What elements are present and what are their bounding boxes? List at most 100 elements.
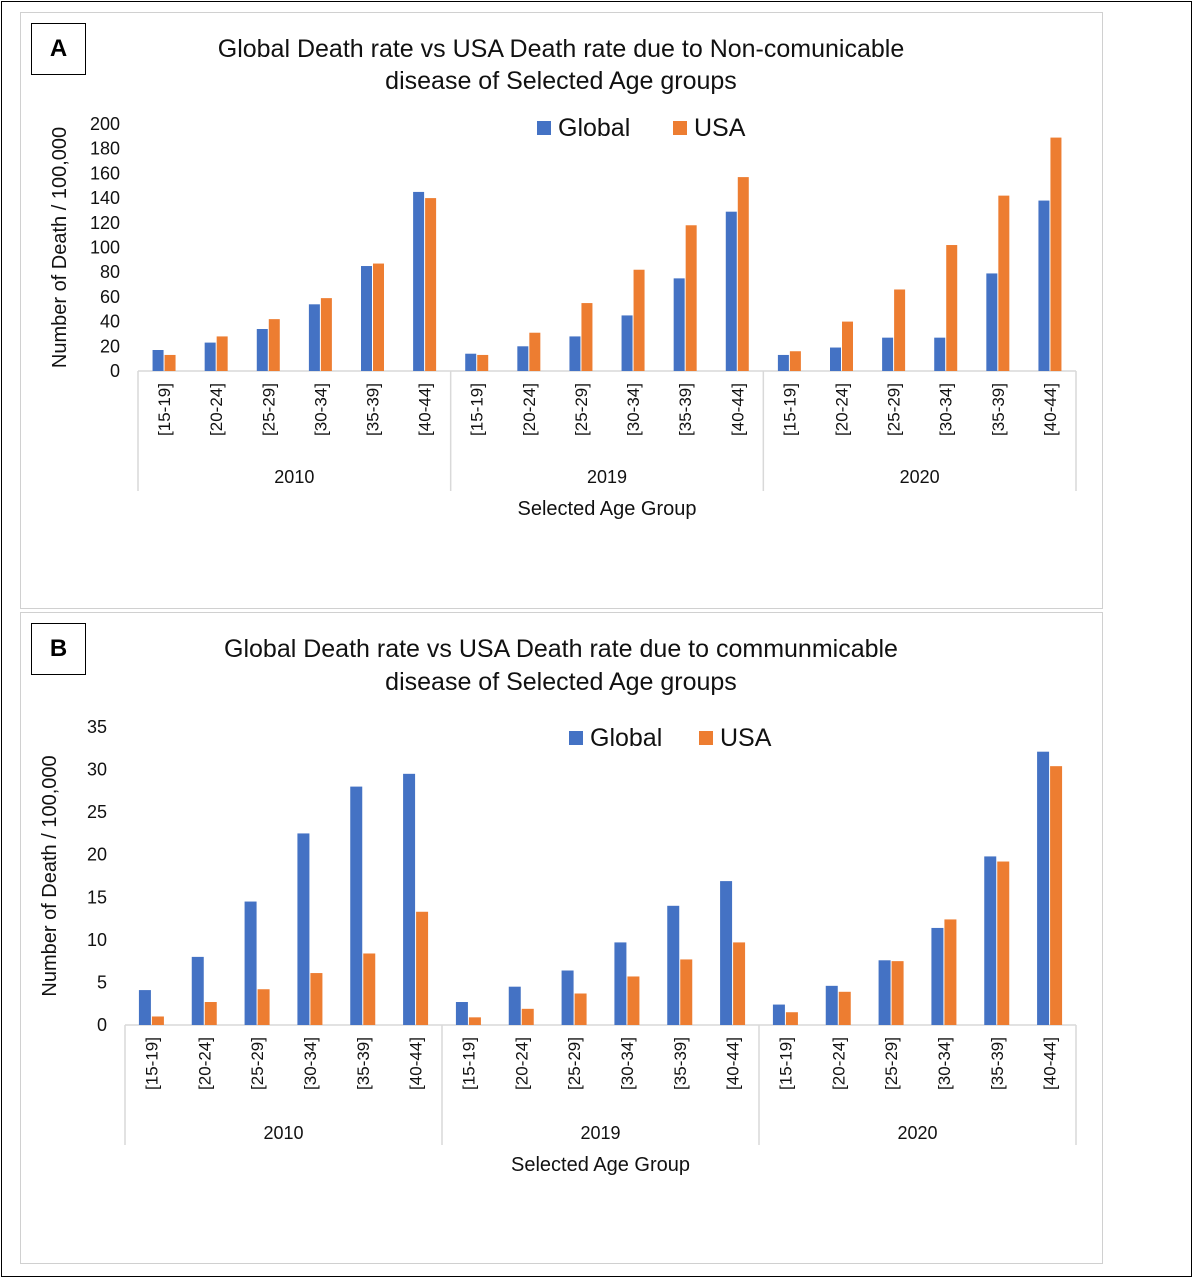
panel-a-label: A — [31, 23, 86, 75]
category-label: [20-24] — [520, 383, 539, 436]
category-label: [30-34] — [937, 383, 956, 436]
y-tick-label: 140 — [90, 188, 120, 208]
bar-usa — [680, 959, 693, 1025]
category-label: [30-34] — [624, 383, 643, 436]
group-label: 2019 — [587, 467, 627, 487]
group-label: 2019 — [580, 1123, 620, 1143]
bar-global — [561, 970, 574, 1025]
category-label: [20-24] — [829, 1037, 848, 1090]
bar-global — [508, 986, 521, 1025]
group-label: 2020 — [897, 1123, 937, 1143]
category-label: [15-19] — [155, 383, 174, 436]
category-label: [15-19] — [142, 1037, 161, 1090]
category-label: [20-24] — [195, 1037, 214, 1090]
legend-label-usa: USA — [720, 724, 772, 752]
bar-usa — [164, 354, 176, 371]
category-label: [25-29] — [882, 1037, 901, 1090]
bar-global — [830, 347, 841, 371]
category-label: [35-39] — [676, 383, 695, 436]
panel-a: A Global Death rate vs USA Death rate du… — [20, 12, 1103, 609]
bar-usa — [733, 942, 746, 1025]
bar-global — [725, 211, 737, 371]
bar-usa — [842, 321, 853, 371]
bar-usa — [891, 961, 904, 1025]
category-label: [15-19] — [468, 383, 487, 436]
legend-label-usa: USA — [694, 114, 746, 142]
category-label: [30-34] — [935, 1037, 954, 1090]
bar-usa — [997, 861, 1010, 1025]
bar-usa — [894, 289, 906, 371]
category-label: [40-44] — [416, 383, 435, 436]
category-label: [40-44] — [1041, 1037, 1060, 1090]
bar-global — [244, 901, 257, 1025]
category-label: [15-19] — [459, 1037, 478, 1090]
x-axis-title: Selected Age Group — [511, 1154, 690, 1176]
x-axis-title: Selected Age Group — [517, 498, 696, 520]
bar-global — [403, 773, 416, 1025]
bar-usa — [581, 303, 593, 371]
bar-global — [986, 273, 998, 371]
bar-global — [673, 278, 685, 371]
bar-usa — [998, 195, 1010, 371]
y-tick-label: 10 — [87, 930, 107, 950]
bar-usa — [529, 332, 541, 371]
bar-global — [882, 337, 894, 371]
bar-usa — [151, 1016, 164, 1025]
panel-b-label: B — [31, 623, 86, 675]
group-label: 2010 — [263, 1123, 303, 1143]
bar-usa — [268, 319, 280, 371]
bar-usa — [320, 298, 332, 371]
bar-usa — [425, 198, 437, 371]
y-tick-label: 80 — [100, 262, 120, 282]
legend-swatch-usa — [673, 121, 687, 135]
bar-global — [308, 304, 320, 371]
bar-global — [350, 786, 363, 1025]
category-label: [35-39] — [354, 1037, 373, 1090]
category-label: [20-24] — [512, 1037, 531, 1090]
y-tick-label: 25 — [87, 802, 107, 822]
bar-usa — [1050, 766, 1063, 1025]
chart-title-line: disease of Selected Age groups — [385, 668, 737, 696]
chart-b: Global Death rate vs USA Death rate due … — [39, 635, 1077, 1176]
category-label: [25-29] — [572, 383, 591, 436]
bar-usa — [204, 1002, 217, 1025]
bar-global — [825, 985, 838, 1025]
chart-a: Global Death rate vs USA Death rate due … — [49, 35, 1077, 520]
y-tick-label: 40 — [100, 312, 120, 332]
category-label: [20-24] — [207, 383, 226, 436]
bar-usa — [1050, 137, 1062, 371]
category-label: [25-29] — [565, 1037, 584, 1090]
y-tick-label: 20 — [100, 336, 120, 356]
bar-global — [413, 191, 425, 371]
bar-usa — [574, 993, 587, 1025]
category-label: [40-44] — [1041, 383, 1060, 436]
panel-b: B Global Death rate vs USA Death rate du… — [20, 612, 1103, 1264]
category-label: [30-34] — [618, 1037, 637, 1090]
bar-global — [772, 1004, 785, 1025]
category-label: [40-44] — [724, 1037, 743, 1090]
group-label: 2010 — [274, 467, 314, 487]
chart-title-line: disease of Selected Age groups — [385, 67, 737, 95]
bar-global — [517, 346, 529, 371]
bar-global — [455, 1002, 468, 1025]
y-axis-title: Number of Death / 100,000 — [49, 127, 71, 368]
group-label: 2020 — [900, 467, 940, 487]
bar-global — [152, 350, 164, 371]
bar-usa — [685, 225, 697, 371]
bar-global — [1037, 751, 1050, 1025]
y-tick-label: 20 — [87, 845, 107, 865]
y-tick-label: 30 — [87, 760, 107, 780]
y-tick-label: 100 — [90, 238, 120, 258]
chart-title-line: Global Death rate vs USA Death rate due … — [224, 635, 898, 663]
category-label: [40-44] — [407, 1037, 426, 1090]
bar-global — [138, 990, 151, 1025]
y-tick-label: 35 — [87, 717, 107, 737]
y-tick-label: 120 — [90, 213, 120, 233]
category-label: [40-44] — [728, 383, 747, 436]
bar-usa — [373, 263, 384, 371]
bar-global — [931, 927, 944, 1025]
legend-swatch-global — [569, 731, 583, 745]
category-label: [25-29] — [248, 1037, 267, 1090]
bar-usa — [946, 245, 958, 371]
bar-global — [934, 337, 946, 371]
